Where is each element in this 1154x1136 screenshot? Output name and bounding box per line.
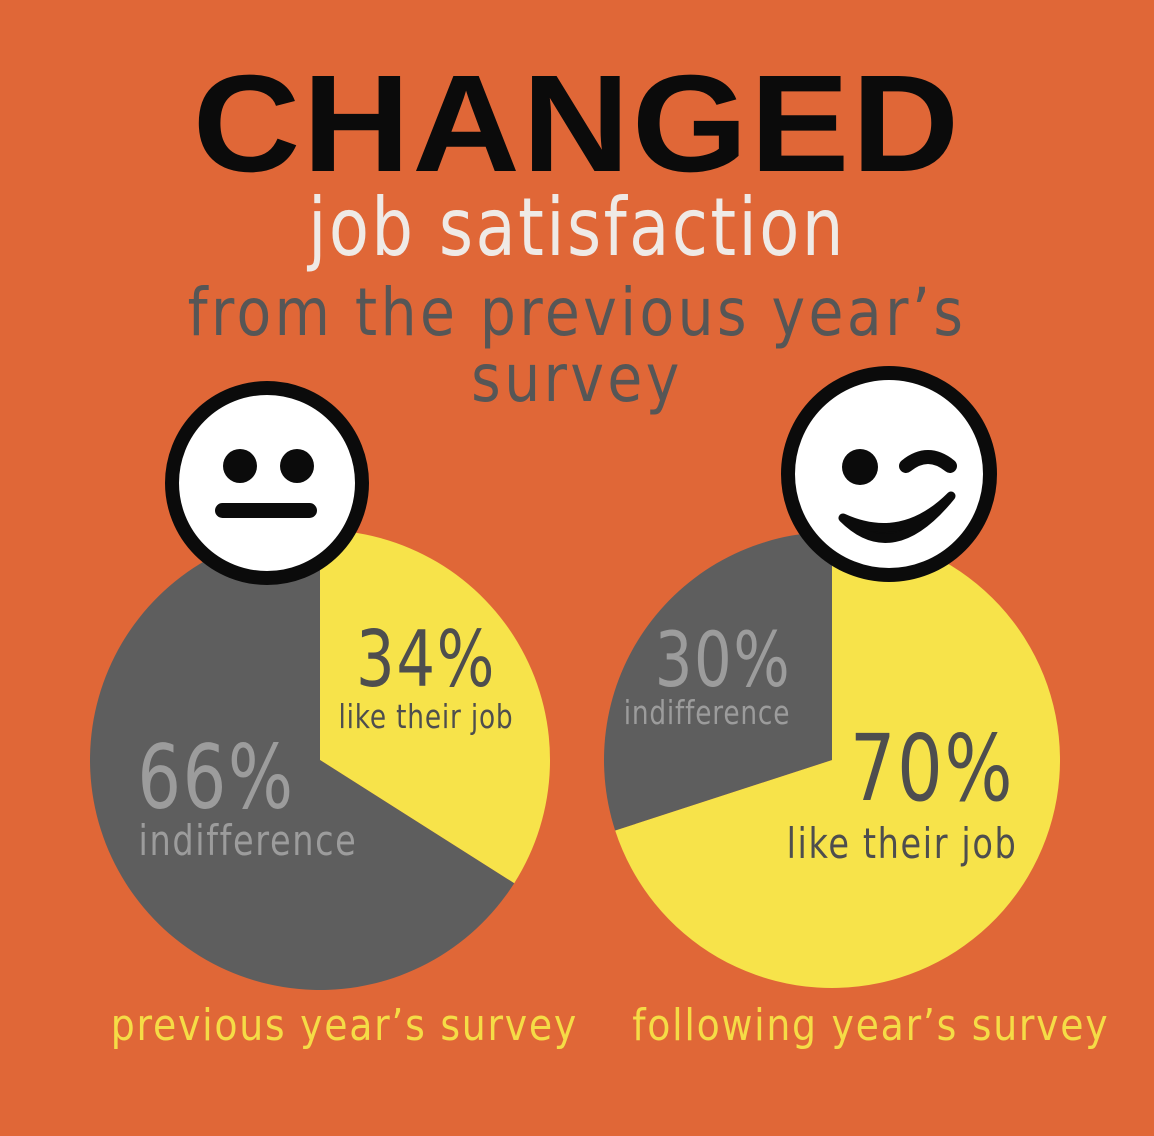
label-following-indifference-value: 30%: [655, 617, 791, 705]
label-previous-indifference-value: 66%: [137, 727, 294, 830]
page-title: CHANGED: [192, 47, 962, 201]
label-previous-like-text: like their job: [339, 698, 514, 737]
neutral-face-icon: [165, 381, 369, 585]
slice-previous-like: [320, 530, 551, 884]
slice-following-like: [615, 532, 1060, 988]
label-previous-like-value: 34%: [356, 615, 496, 705]
label-following-like-value: 70%: [850, 715, 1014, 822]
label-following-like-text: like their job: [787, 819, 1018, 868]
caption-previous-survey: previous year’s survey: [110, 1000, 578, 1051]
label-following-indifference-text: indifference: [624, 694, 791, 733]
subtitle-job-satisfaction: job satisfaction: [308, 181, 846, 274]
caption-following-survey: following year’s survey: [632, 1000, 1110, 1051]
subtitle-previous-survey: from the previous year’s survey: [187, 274, 967, 417]
label-previous-indifference-text: indifference: [139, 816, 358, 865]
winking-face-icon: [781, 366, 997, 582]
slice-previous-indifference: [90, 530, 515, 990]
pie-chart-following: 30% indifference 70% like their job: [603, 532, 1060, 988]
slice-following-indifference: [603, 532, 832, 831]
pie-chart-previous: 34% like their job 66% indifference: [90, 530, 551, 990]
